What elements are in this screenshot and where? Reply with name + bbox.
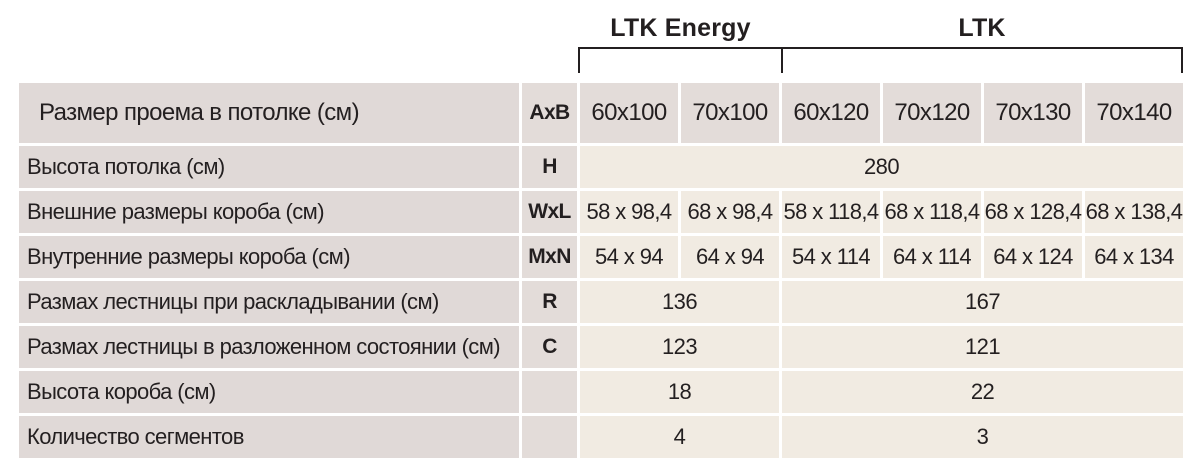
value-cell-ltk: 121 (782, 326, 1183, 368)
param-label: Внешние размеры короба (см) (19, 191, 519, 233)
value-cell-energy: 4 (580, 416, 779, 458)
value-cell: 64 x 134 (1085, 236, 1183, 278)
group-bracket-ltk-energy (578, 47, 783, 74)
value-cell: 58 x 98,4 (580, 191, 678, 233)
param-symbol: C (522, 326, 577, 368)
value-cell: 70x100 (681, 83, 779, 143)
value-cell: 58 x 118,4 (782, 191, 880, 233)
value-cell: 68 x 128,4 (984, 191, 1082, 233)
value-cell: 60x120 (782, 83, 880, 143)
value-cell-ltk: 3 (782, 416, 1183, 458)
param-symbol: WxL (522, 191, 577, 233)
row-box-height: Высота короба (см) 18 22 (19, 371, 1183, 413)
value-cell-energy: 136 (580, 281, 779, 323)
param-symbol (522, 416, 577, 458)
value-cell: 70x120 (883, 83, 981, 143)
row-segment-count: Количество сегментов 4 3 (19, 416, 1183, 458)
group-label-ltk-energy: LTK Energy (610, 14, 751, 42)
param-label: Количество сегментов (19, 416, 519, 458)
value-cell: 60x100 (580, 83, 678, 143)
param-label: Размер проема в потолке (см) (19, 83, 519, 143)
value-cell: 64 x 94 (681, 236, 779, 278)
row-opening-size: Размер проема в потолке (см) AxB 60x100 … (19, 83, 1183, 143)
group-header-ltk-energy: LTK Energy (578, 0, 783, 74)
value-cell: 64 x 124 (984, 236, 1082, 278)
row-inner-box-size: Внутренние размеры короба (см) MxN 54 x … (19, 236, 1183, 278)
value-cell: 68 x 98,4 (681, 191, 779, 233)
param-symbol: MxN (522, 236, 577, 278)
param-symbol: R (522, 281, 577, 323)
value-cell-energy: 123 (580, 326, 779, 368)
spec-table: Размер проема в потолке (см) AxB 60x100 … (16, 80, 1186, 461)
value-cell: 70x140 (1085, 83, 1183, 143)
param-label: Размах лестницы при раскладывании (см) (19, 281, 519, 323)
value-cell-all: 280 (580, 146, 1183, 188)
param-label: Высота потолка (см) (19, 146, 519, 188)
group-header-ltk: LTK (781, 0, 1183, 74)
value-cell-ltk: 22 (782, 371, 1183, 413)
param-symbol: AxB (522, 83, 577, 143)
value-cell-ltk: 167 (782, 281, 1183, 323)
value-cell: 70x130 (984, 83, 1082, 143)
value-cell-energy: 18 (580, 371, 779, 413)
param-symbol (522, 371, 577, 413)
value-cell: 64 x 114 (883, 236, 981, 278)
row-span-unfolded: Размах лестницы в разложенном состоянии … (19, 326, 1183, 368)
param-label: Высота короба (см) (19, 371, 519, 413)
param-label: Размах лестницы в разложенном состоянии … (19, 326, 519, 368)
row-outer-box-size: Внешние размеры короба (см) WxL 58 x 98,… (19, 191, 1183, 233)
param-symbol: H (522, 146, 577, 188)
value-cell: 54 x 94 (580, 236, 678, 278)
group-bracket-ltk (781, 47, 1183, 74)
row-ceiling-height: Высота потолка (см) H 280 (19, 146, 1183, 188)
row-span-unfolding: Размах лестницы при раскладывании (см) R… (19, 281, 1183, 323)
value-cell: 68 x 138,4 (1085, 191, 1183, 233)
param-label: Внутренние размеры короба (см) (19, 236, 519, 278)
value-cell: 54 x 114 (782, 236, 880, 278)
value-cell: 68 x 118,4 (883, 191, 981, 233)
group-label-ltk: LTK (958, 14, 1006, 42)
